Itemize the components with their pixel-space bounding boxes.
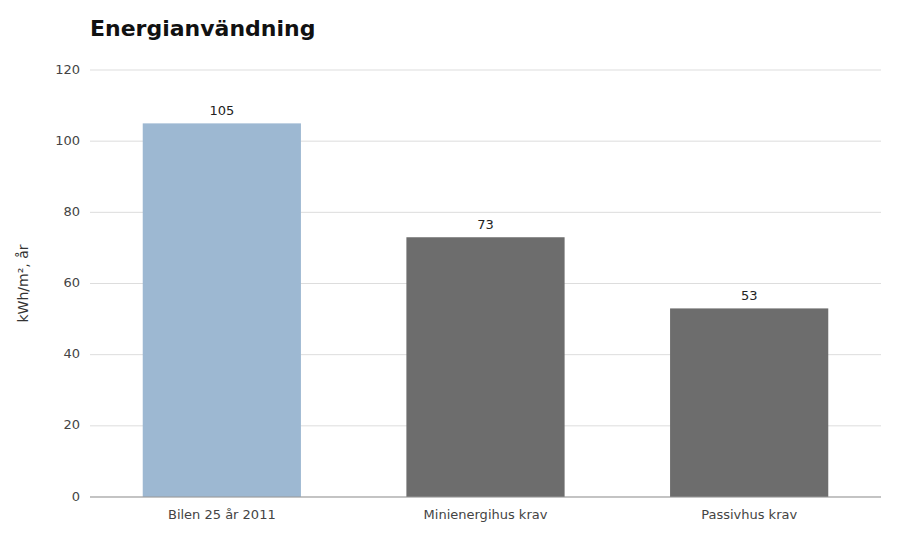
data-label: 73: [477, 217, 494, 232]
x-tick-label: Passivhus krav: [701, 507, 797, 522]
data-label: 53: [741, 288, 758, 303]
grid-line: [90, 70, 881, 71]
chart-container: 0 20 40 60 80 100 120 Bilen 25 år 2011 Minienerg…: [0, 0, 911, 557]
y-tick-label: 0: [72, 489, 80, 504]
y-tick-label: 20: [63, 417, 80, 432]
y-tick-label: 80: [63, 204, 80, 219]
y-axis-label: kWh/m², år: [15, 244, 31, 322]
grid-line: [90, 497, 881, 498]
bar: [406, 237, 564, 497]
bars: [143, 123, 829, 497]
x-axis: Bilen 25 år 2011 Minienergihus krav Passiv…: [90, 497, 881, 522]
x-tick-label: Bilen 25 år 2011: [168, 507, 276, 522]
chart-title: Energianvändning: [90, 16, 315, 41]
chart-svg: 0 20 40 60 80 100 120 Bilen 25 år 2011 Minienerg…: [0, 0, 911, 557]
bar: [670, 308, 828, 497]
y-tick-label: 60: [63, 275, 80, 290]
x-axis-line: [90, 497, 881, 498]
y-tick-label: 120: [55, 62, 80, 77]
bar: [143, 123, 301, 497]
x-tick-label: Minienergihus krav: [424, 507, 548, 522]
data-label: 105: [209, 103, 234, 118]
y-axis: 0 20 40 60 80 100 120: [55, 62, 881, 504]
data-labels: 105 73 53: [209, 103, 757, 303]
y-tick-label: 100: [55, 133, 80, 148]
y-tick-label: 40: [63, 346, 80, 361]
